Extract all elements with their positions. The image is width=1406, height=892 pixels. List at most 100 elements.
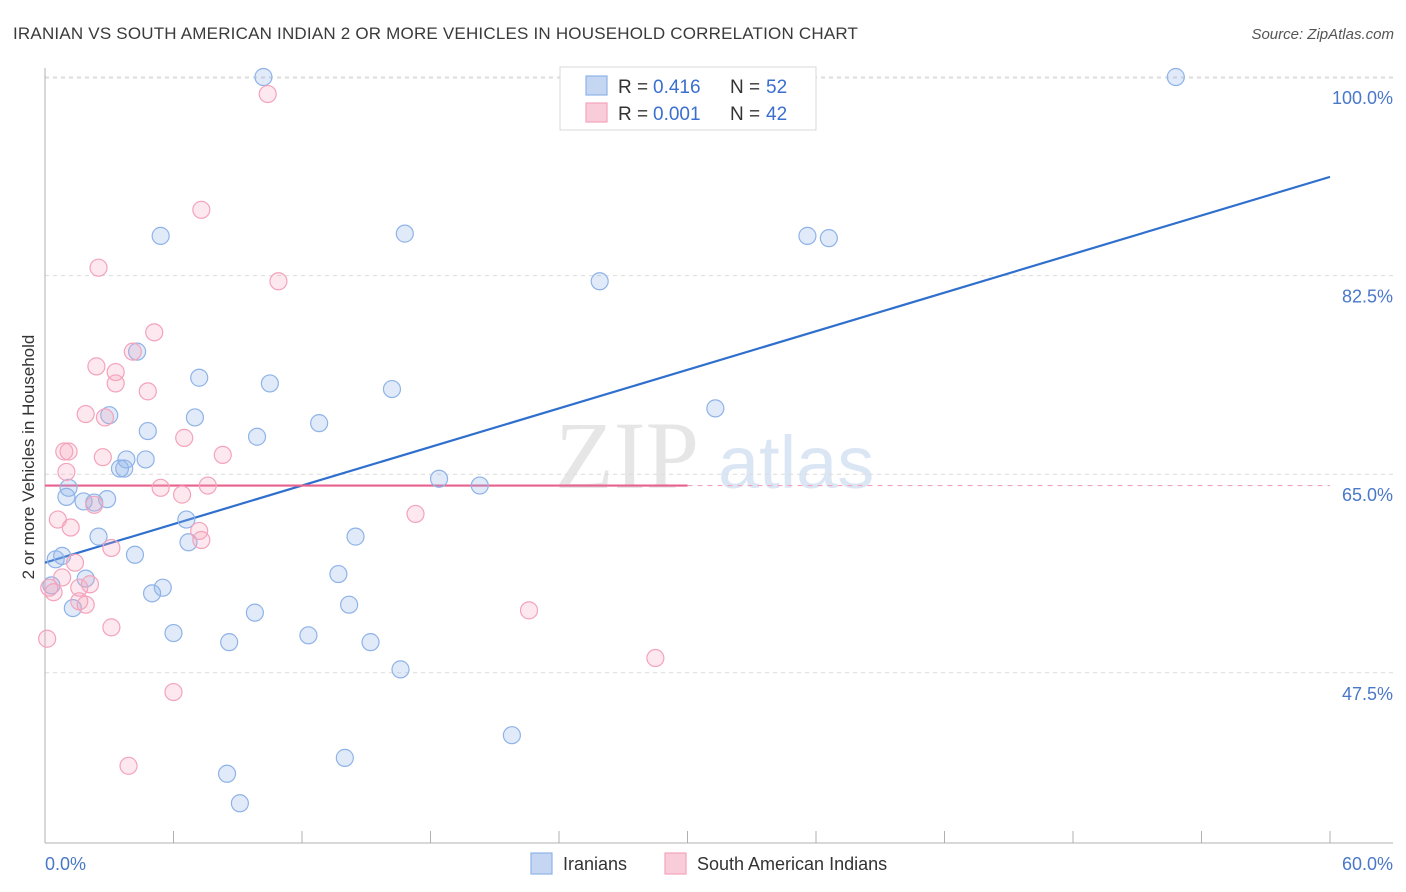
- iranians-point-29: [89, 527, 108, 546]
- south-american-indians-point-13: [55, 442, 74, 461]
- bottom-legend-swatch-south-american-indians: [664, 852, 687, 875]
- iranians-point-48: [502, 726, 521, 745]
- south-american-indians-point-14: [59, 442, 78, 461]
- iranians-point-6: [590, 272, 609, 291]
- south-american-indians-point-35: [70, 592, 89, 611]
- watermark-atlas: atlas: [718, 421, 874, 504]
- south-american-indians-point-29: [53, 568, 72, 587]
- south-american-indians-point-22: [406, 504, 425, 524]
- south-american-indians-point-2: [89, 258, 108, 277]
- iranians-point-7: [127, 342, 147, 361]
- iranians-point-20: [115, 459, 134, 478]
- iranians-point-1: [1166, 67, 1185, 87]
- south-american-indians-point-6: [87, 357, 106, 376]
- iranians-point-28: [177, 510, 196, 529]
- south-american-indians-point-5: [123, 342, 142, 361]
- iranians-point-11: [706, 399, 725, 418]
- south-american-indians-point-9: [138, 382, 157, 401]
- iranians-point-10: [382, 379, 402, 399]
- y-tick-label-0: 47.5%: [1342, 684, 1393, 704]
- iranians-point-18: [136, 450, 155, 469]
- bottom-legend: Iranians South American Indians: [530, 852, 887, 875]
- south-american-indians-point-30: [80, 575, 100, 594]
- y-tick-label-1: 65.0%: [1342, 485, 1393, 505]
- data-points: [38, 67, 1185, 813]
- iranians-point-5: [819, 229, 838, 248]
- south-american-indians-point-37: [102, 618, 121, 637]
- south-american-indians-point-0: [258, 84, 277, 104]
- south-american-indians-point-32: [44, 583, 63, 602]
- iranians-point-24: [57, 487, 76, 506]
- legend-n-label-iranians: N =: [730, 77, 760, 98]
- south-american-indians-point-38: [38, 629, 57, 648]
- legend-swatch-iranians: [585, 75, 608, 96]
- south-american-indians-point-24: [61, 518, 80, 537]
- iranians-point-50: [217, 764, 237, 783]
- iranians-point-38: [153, 578, 172, 597]
- legend-swatch-south-american-indians: [585, 102, 608, 123]
- iranians-point-4: [798, 226, 817, 245]
- south-american-indians-point-40: [164, 682, 183, 702]
- south-american-indians-point-21: [85, 495, 104, 514]
- iranians-point-3: [395, 224, 414, 243]
- south-american-indians-point-36: [519, 601, 539, 620]
- iranians-point-44: [299, 626, 318, 645]
- south-american-indians-point-10: [76, 404, 95, 424]
- legend-n-value-sai: 42: [766, 104, 787, 125]
- legend-r-label-iranians: R =: [618, 77, 648, 98]
- south-american-indians-point-27: [102, 538, 121, 558]
- legend-r-value-iranians: 0.416: [653, 77, 701, 98]
- bottom-legend-swatch-iranians: [530, 852, 553, 875]
- south-american-indians-point-26: [192, 530, 211, 550]
- chart-title: IRANIAN VS SOUTH AMERICAN INDIAN 2 OR MO…: [13, 24, 858, 43]
- iranians-point-41: [340, 595, 359, 614]
- iranians-point-22: [470, 476, 489, 495]
- iranians-point-34: [125, 545, 145, 564]
- south-american-indians-point-16: [213, 445, 232, 465]
- iranians-point-2: [151, 226, 170, 245]
- chart-source: Source: ZipAtlas.com: [1251, 26, 1394, 43]
- iranians-point-9: [260, 374, 279, 393]
- south-american-indians-point-1: [192, 200, 211, 219]
- south-american-indians-point-19: [151, 478, 170, 497]
- axes: [44, 68, 1393, 844]
- iranians-point-39: [142, 584, 162, 603]
- iranians-point-16: [247, 427, 267, 446]
- iranians-point-42: [245, 603, 264, 622]
- legend-r-label-sai: R =: [618, 104, 648, 125]
- south-american-indians-point-8: [106, 374, 125, 393]
- south-american-indians-point-39: [646, 648, 665, 668]
- gridlines: [45, 76, 1393, 674]
- south-american-indians-point-20: [172, 485, 192, 504]
- iranians-point-15: [138, 421, 157, 441]
- south-american-indians-point-3: [269, 272, 288, 291]
- iranians-trend-line: [44, 175, 1331, 564]
- south-american-indians-point-17: [57, 462, 76, 482]
- iranians-point-31: [346, 527, 365, 546]
- legend-r-value-sai: 0.001: [653, 104, 701, 125]
- watermark-zip: ZIP: [555, 402, 699, 509]
- y-tick-label-2: 82.5%: [1342, 287, 1393, 307]
- y-axis-label: 2 or more Vehicles in Household: [19, 335, 38, 580]
- iranians-point-47: [391, 660, 410, 679]
- south-american-indians-point-12: [175, 428, 194, 447]
- iranians-point-46: [361, 633, 380, 652]
- bottom-legend-label-iranians: Iranians: [563, 854, 627, 874]
- south-american-indians-point-11: [95, 408, 115, 427]
- iranians-point-19: [110, 459, 130, 478]
- iranians-point-45: [220, 633, 239, 652]
- south-american-indians-point-4: [145, 323, 164, 342]
- iranians-point-51: [230, 794, 249, 813]
- top-legend: R = 0.416 N = 52 R = 0.001 N = 42: [559, 66, 817, 131]
- south-american-indians-point-15: [93, 448, 112, 467]
- iranians-point-36: [329, 564, 348, 584]
- south-american-indians-point-18: [198, 476, 217, 495]
- iranians-point-13: [185, 408, 205, 427]
- south-american-indians-point-41: [119, 756, 138, 775]
- iranians-point-43: [164, 623, 183, 643]
- iranians-point-8: [190, 368, 209, 387]
- legend-n-value-iranians: 52: [766, 77, 787, 98]
- iranians-point-0: [254, 67, 273, 87]
- x-tick-max: 60.0%: [1342, 854, 1393, 874]
